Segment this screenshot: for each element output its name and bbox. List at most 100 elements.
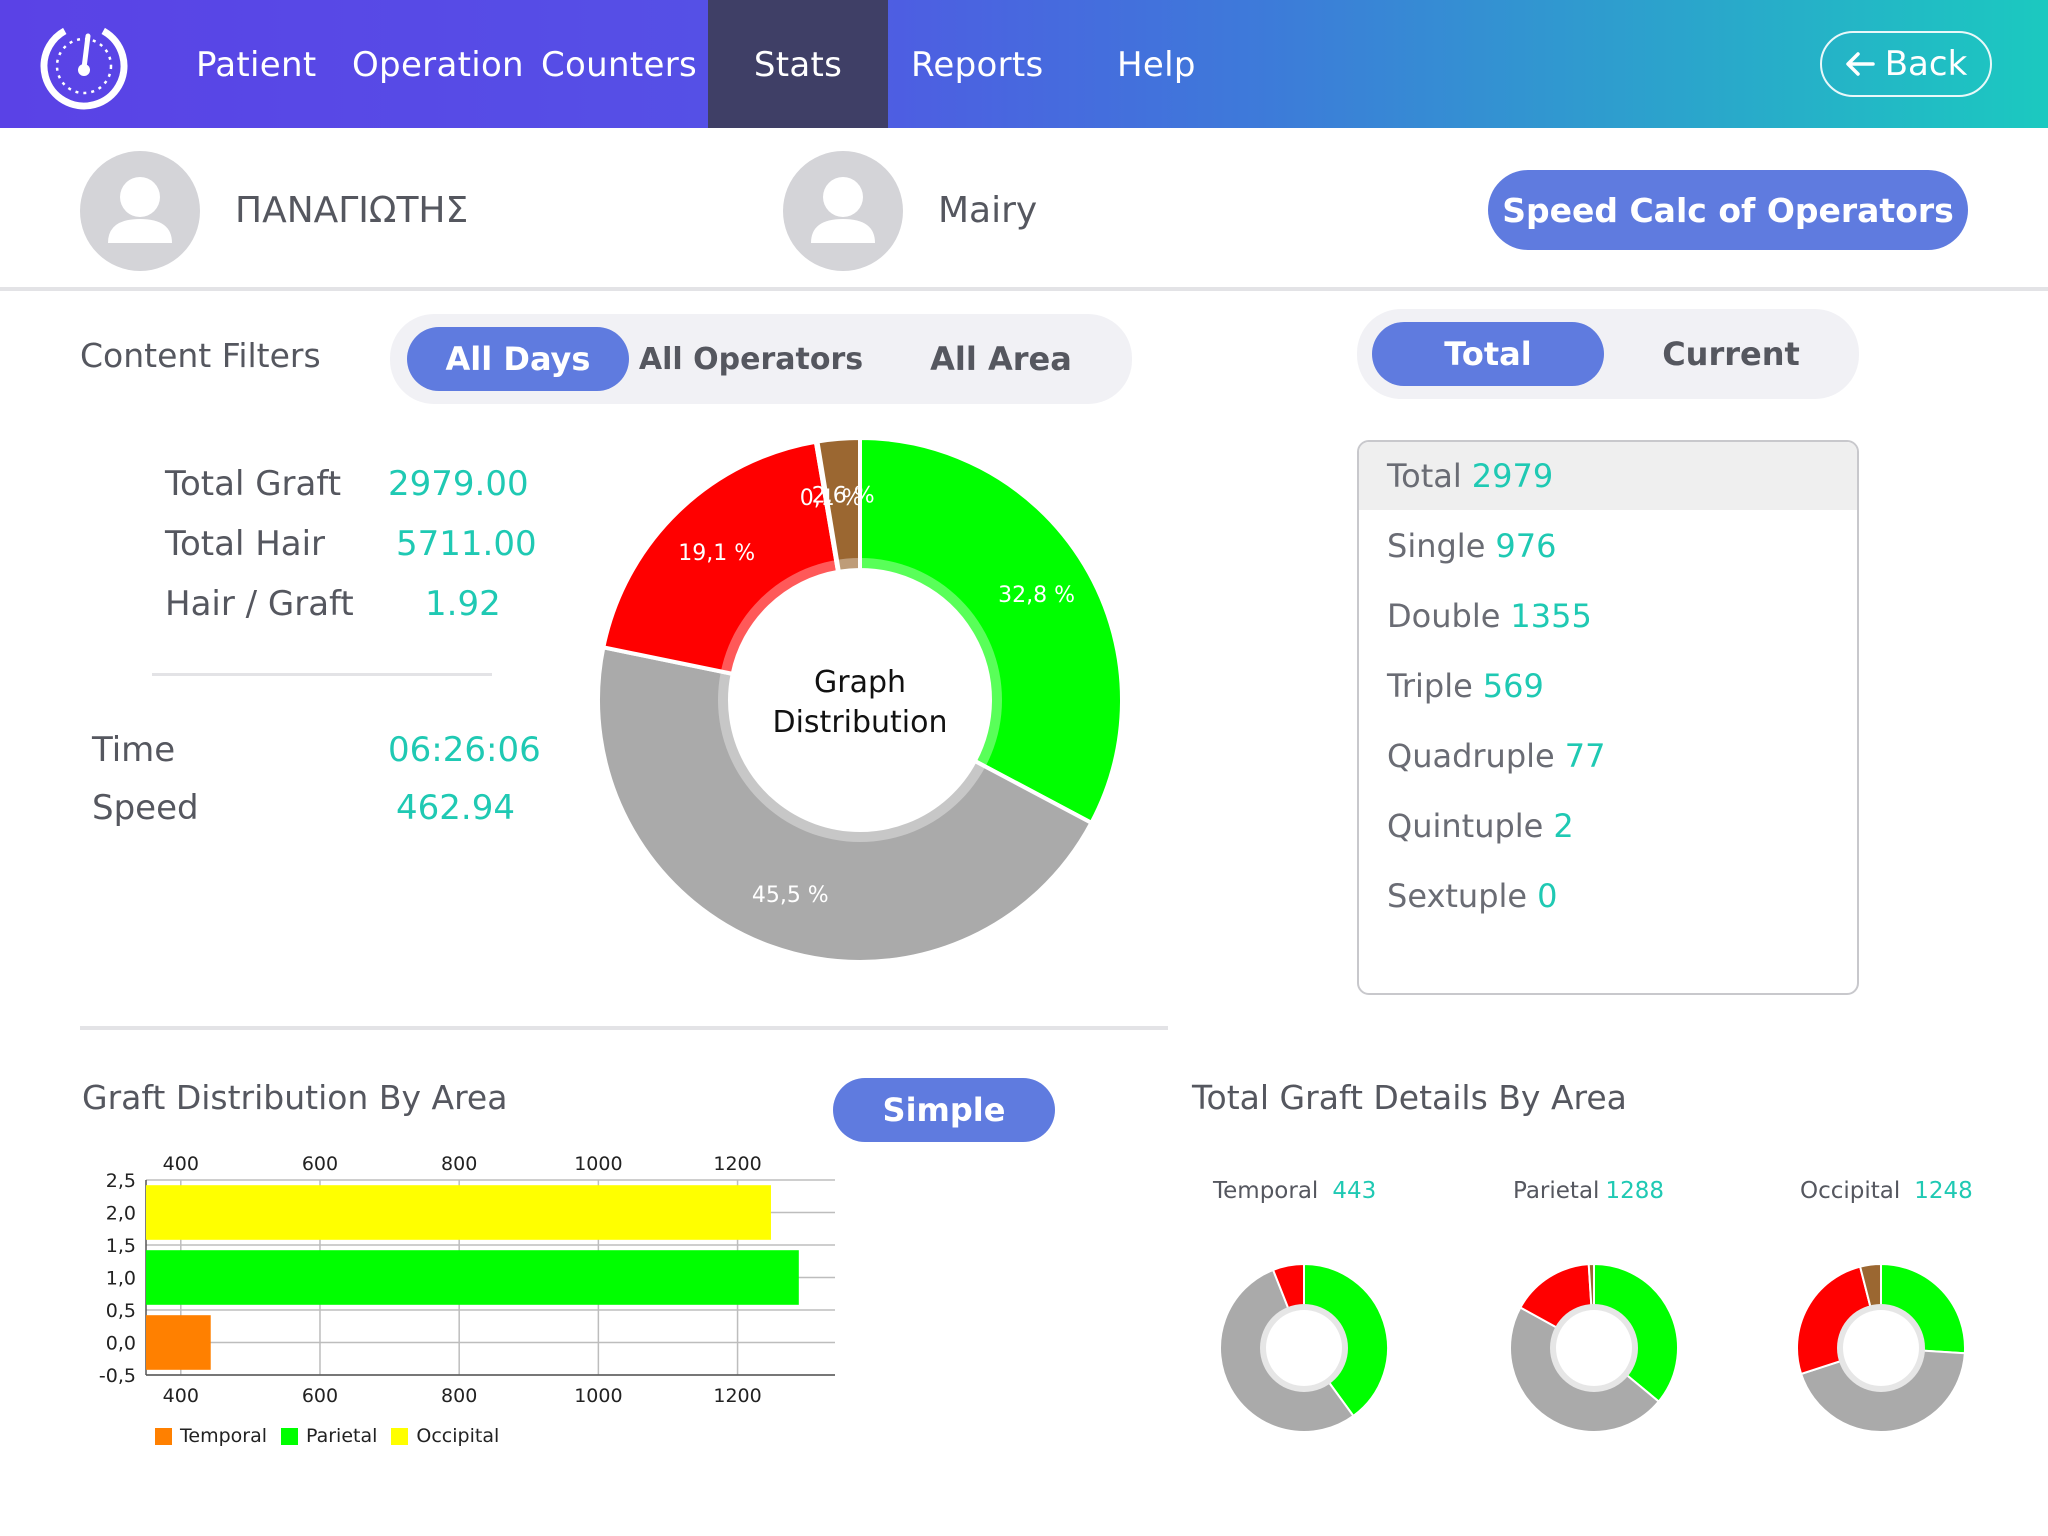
temporal-label: Temporal: [1213, 1178, 1319, 1204]
slice-label: 45,5 %: [752, 883, 829, 908]
bar-temporal: [146, 1315, 211, 1370]
x-tick-label: 400: [163, 1153, 199, 1175]
graph-distribution-donut-chart: 32,8 % 45,5 % 19,1 % 2,6 %0,1 % Graph Distrib…: [596, 435, 1124, 964]
y-tick-label: -0,5: [99, 1365, 136, 1387]
list-item-label: Quintuple: [1387, 807, 1544, 845]
list-item[interactable]: Sextuple 0: [1359, 862, 1857, 930]
slice-label: 0,1 %: [800, 486, 863, 511]
patient-avatar: [80, 151, 200, 271]
donut-center-label: Distribution: [772, 705, 947, 740]
donut-hole: [1556, 1310, 1632, 1386]
content-filters-segment: All Days All Operators All Area: [390, 314, 1132, 404]
list-item[interactable]: Triple 569: [1359, 652, 1857, 720]
occipital-label: Occipital: [1800, 1178, 1901, 1204]
x-tick-label: 1000: [574, 1153, 622, 1175]
filter-all-area[interactable]: All Area: [930, 340, 1072, 378]
legend-label: Occipital: [416, 1425, 500, 1447]
toggle-current[interactable]: Current: [1662, 335, 1800, 373]
nav-counters[interactable]: Counters: [541, 45, 697, 85]
x-tick-label: 600: [302, 1385, 338, 1407]
legend-label: Temporal: [180, 1425, 267, 1447]
list-item[interactable]: Quadruple 77: [1359, 722, 1857, 790]
list-item-value: 976: [1495, 527, 1557, 565]
total-graft-details-title: Total Graft Details By Area: [1192, 1078, 1627, 1117]
occipital-donut-chart: [1796, 1262, 1966, 1433]
list-item[interactable]: Double 1355: [1359, 582, 1857, 650]
bar-chart-legend: Temporal Parietal Occipital: [155, 1425, 499, 1447]
total-graft-value: 2979.00: [388, 464, 529, 504]
back-button[interactable]: Back: [1820, 31, 1992, 97]
speedometer-icon[interactable]: [36, 18, 132, 110]
slice-label: 2,6 %: [812, 484, 875, 509]
donut-hole: [1266, 1310, 1342, 1386]
temporal-donut-chart: [1219, 1262, 1389, 1433]
nav-operation[interactable]: Operation: [352, 45, 524, 85]
list-item-label: Triple: [1387, 667, 1473, 705]
parietal-value: 1288: [1605, 1178, 1664, 1204]
legend-swatch: [391, 1427, 409, 1445]
list-item-value: 1355: [1510, 597, 1592, 635]
y-tick-label: 2,0: [106, 1203, 136, 1225]
nav-reports[interactable]: Reports: [911, 45, 1044, 85]
graft-type-list: Total 2979 Single 976 Double 1355 Triple 569…: [1357, 440, 1859, 995]
patient-name: ΠΑΝΑΓΙΩΤΗΣ: [235, 190, 469, 231]
operator-name: Mairy: [938, 190, 1038, 231]
stats-divider: [152, 673, 492, 676]
x-tick-label: 1200: [713, 1385, 761, 1407]
donut-center-label: Graph: [814, 665, 906, 700]
y-tick-label: 0,0: [106, 1333, 136, 1355]
total-hair-label: Total Hair: [165, 524, 326, 564]
time-label: Time: [92, 730, 176, 770]
donut-slice: [596, 644, 1095, 964]
y-tick-label: 1,5: [106, 1235, 136, 1257]
legend-swatch: [281, 1427, 298, 1445]
legend-item-parietal: Parietal: [281, 1425, 377, 1447]
occipital-value: 1248: [1914, 1178, 1973, 1204]
filter-all-days[interactable]: All Days: [407, 327, 629, 391]
arrow-left-icon: [1845, 52, 1875, 76]
list-item-label: Sextuple: [1387, 877, 1528, 915]
list-item[interactable]: Quintuple 2: [1359, 792, 1857, 860]
temporal-title: Temporal 443: [1213, 1178, 1376, 1204]
filter-all-operators[interactable]: All Operators: [638, 341, 864, 377]
temporal-value: 443: [1332, 1178, 1377, 1204]
donut-hole: [730, 570, 990, 830]
parietal-donut-chart: [1509, 1262, 1679, 1433]
x-tick-label: 1200: [713, 1153, 761, 1175]
total-hair-value: 5711.00: [396, 524, 537, 564]
user-icon: [108, 177, 172, 243]
toggle-total[interactable]: Total: [1372, 322, 1604, 386]
total-current-toggle: Total Current: [1357, 309, 1859, 399]
legend-item-occipital: Occipital: [391, 1425, 499, 1447]
list-item-value: 569: [1482, 667, 1544, 705]
list-item-value: 2: [1553, 807, 1574, 845]
speed-value: 462.94: [396, 788, 515, 828]
parietal-label: Parietal: [1513, 1178, 1600, 1204]
list-item-label: Double: [1387, 597, 1501, 635]
legend-swatch: [155, 1427, 172, 1445]
operator-avatar: [783, 151, 903, 271]
simple-button[interactable]: Simple: [833, 1078, 1055, 1142]
nav-help[interactable]: Help: [1117, 45, 1196, 85]
slice-label: 32,8 %: [998, 583, 1075, 608]
nav-stats[interactable]: Stats: [708, 0, 888, 128]
time-value: 06:26:06: [388, 730, 541, 770]
graft-distribution-title: Graft Distribution By Area: [82, 1078, 508, 1117]
list-item-value: 77: [1564, 737, 1606, 775]
x-tick-label: 800: [441, 1153, 477, 1175]
donut-hole: [1843, 1310, 1919, 1386]
x-tick-label: 800: [441, 1385, 477, 1407]
speed-calc-operators-button[interactable]: Speed Calc of Operators: [1488, 170, 1968, 250]
list-item[interactable]: Single 976: [1359, 512, 1857, 580]
y-tick-label: 2,5: [106, 1170, 136, 1192]
nav-patient[interactable]: Patient: [196, 45, 317, 85]
header-divider: [0, 287, 2048, 291]
legend-item-temporal: Temporal: [155, 1425, 267, 1447]
user-icon: [811, 177, 875, 243]
x-tick-label: 400: [163, 1385, 199, 1407]
top-navigation-bar: Patient Operation Counters Stats Reports…: [0, 0, 2048, 128]
list-item[interactable]: Total 2979: [1359, 442, 1857, 510]
legend-label: Parietal: [306, 1425, 378, 1447]
list-item-value: 2979: [1471, 457, 1554, 495]
occipital-title: Occipital 1248: [1800, 1178, 1973, 1204]
